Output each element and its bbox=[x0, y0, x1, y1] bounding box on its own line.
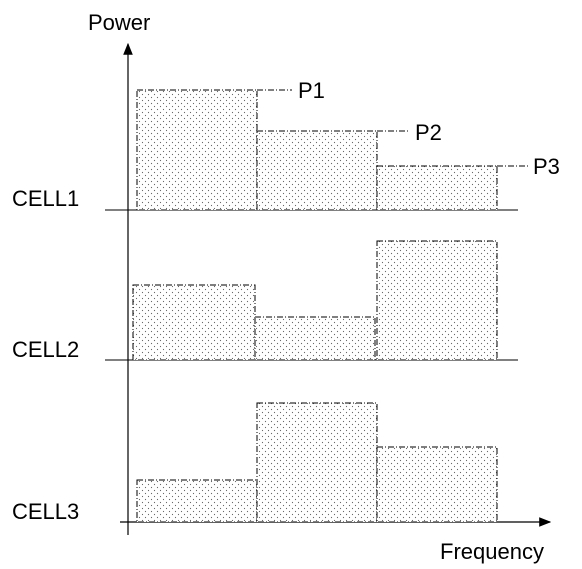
diagram: Power Frequency CELL1 P1 P2 P3 CELL2 CEL… bbox=[0, 0, 582, 569]
power-block bbox=[133, 285, 255, 360]
cell-label: CELL3 bbox=[12, 499, 79, 524]
power-block bbox=[377, 447, 497, 522]
power-block bbox=[257, 403, 377, 522]
x-axis-label: Frequency bbox=[440, 539, 544, 564]
power-label: P1 bbox=[298, 78, 325, 103]
power-block bbox=[377, 241, 497, 360]
power-label: P2 bbox=[415, 120, 442, 145]
page: {"axes": {"y_label": "Power", "x_label":… bbox=[0, 0, 582, 569]
power-block bbox=[255, 317, 375, 360]
power-block bbox=[137, 90, 257, 210]
y-axis-label: Power bbox=[88, 10, 150, 35]
power-block bbox=[377, 166, 497, 210]
power-label: P3 bbox=[533, 154, 560, 179]
power-block bbox=[137, 480, 257, 522]
cell-label: CELL2 bbox=[12, 337, 79, 362]
cell-label: CELL1 bbox=[12, 186, 79, 211]
power-block bbox=[257, 131, 377, 210]
